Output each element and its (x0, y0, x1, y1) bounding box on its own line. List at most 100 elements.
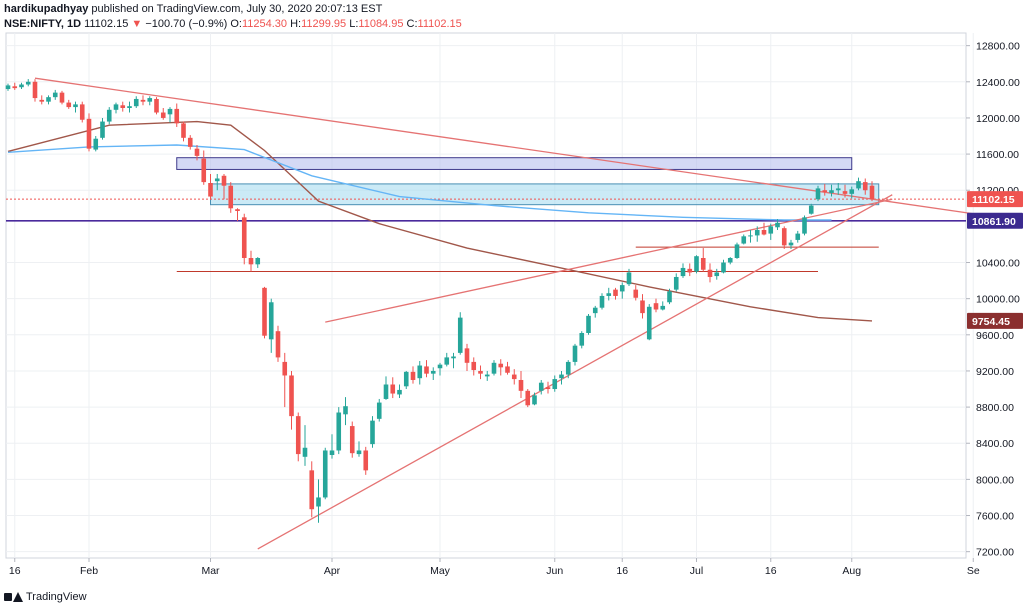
y-tick-label: 7600.00 (976, 511, 1014, 523)
candle-body (376, 402, 382, 419)
candle (133, 96, 139, 108)
candle-body (390, 384, 396, 394)
candle-body (653, 303, 659, 310)
candle-body (201, 158, 207, 183)
candle (66, 99, 72, 109)
publish-line: hardikupadhyay published on TradingView.… (4, 2, 462, 17)
brand-name: TradingView (26, 591, 87, 603)
candle-body (673, 276, 679, 290)
y-tick-label: 12400.00 (976, 77, 1020, 89)
candle-body (52, 92, 58, 98)
candle (667, 288, 672, 305)
candle-body (754, 229, 760, 236)
candle-body (356, 450, 362, 455)
candle (572, 343, 578, 366)
candle-body (370, 420, 375, 445)
candle-body (849, 189, 855, 194)
candle-body (336, 412, 342, 451)
candle-body (808, 205, 814, 214)
candle (127, 101, 132, 113)
candle (457, 312, 463, 355)
candle-body (59, 92, 65, 103)
candle (680, 263, 686, 278)
candle-body (349, 426, 355, 454)
candle (437, 362, 443, 376)
close-label: C: (403, 18, 418, 30)
candle (700, 248, 706, 272)
price-label-text: 10861.90 (972, 216, 1016, 228)
author-name[interactable]: hardikupadhyay (4, 3, 89, 15)
candle-body (343, 406, 348, 415)
candle (646, 304, 652, 341)
candle (491, 360, 497, 376)
candle (538, 379, 544, 395)
candle-body (464, 348, 470, 363)
candle-body (478, 370, 483, 374)
candle-body (667, 291, 672, 303)
ohlc-line: NSE:NIFTY, 1D 11102.15 ▼ −100.70 (−0.9%)… (4, 17, 462, 32)
candle (430, 367, 436, 380)
candle (862, 178, 868, 195)
candle (802, 215, 807, 236)
symbol-label[interactable]: NSE:NIFTY, 1D (4, 18, 82, 30)
candle-body (748, 235, 753, 237)
candle-body (208, 183, 213, 197)
candle-body (397, 389, 402, 395)
candle-body (532, 395, 537, 405)
candle (235, 208, 240, 221)
candle (241, 213, 247, 265)
footer-brand[interactable]: TradingView (4, 591, 87, 603)
candle (768, 223, 774, 240)
candle-body (761, 229, 767, 235)
candle (761, 222, 767, 236)
candle (687, 263, 693, 277)
candle (451, 352, 456, 369)
y-tick-label: 8000.00 (976, 474, 1014, 486)
price-label-bg (967, 212, 1023, 229)
candle-body (856, 181, 861, 189)
candle (403, 370, 409, 390)
price-label-text: 9754.45 (972, 316, 1010, 328)
candle-body (471, 361, 477, 371)
candle-body (775, 222, 780, 228)
candle-body (262, 287, 267, 336)
candle (275, 325, 281, 362)
candle-body (613, 289, 618, 296)
candle (248, 250, 254, 272)
candle-body (741, 236, 747, 244)
candle-body (100, 121, 105, 138)
candle (815, 185, 821, 202)
candle (444, 352, 450, 367)
candle-body (241, 217, 247, 258)
candle-body (768, 226, 774, 234)
candle (532, 392, 537, 406)
low-label: L: (346, 18, 359, 30)
candle-body (322, 450, 328, 498)
candle-body (430, 370, 436, 374)
candle (39, 95, 45, 105)
candle-body (457, 317, 463, 353)
candle (592, 305, 598, 318)
candle (565, 360, 571, 379)
candle-body (93, 138, 99, 150)
candle (754, 226, 760, 242)
x-tick-label: Se (967, 565, 980, 577)
price-change: −100.70 (−0.9%) (142, 18, 228, 30)
candle-body (491, 362, 497, 374)
price-label-text: 11102.15 (972, 194, 1015, 206)
candle-body (46, 97, 51, 102)
candle-body (842, 191, 848, 194)
plot-frame (5, 32, 967, 559)
candle (120, 101, 126, 112)
candle (93, 136, 99, 152)
candle-body (194, 148, 200, 156)
x-tick-label: May (430, 565, 451, 577)
candle (795, 230, 801, 243)
price-label-bg (967, 312, 1023, 329)
candle-body (694, 256, 699, 272)
candle (167, 107, 173, 123)
candle-body (687, 268, 693, 273)
candle-body (572, 345, 578, 362)
candle (586, 314, 591, 335)
